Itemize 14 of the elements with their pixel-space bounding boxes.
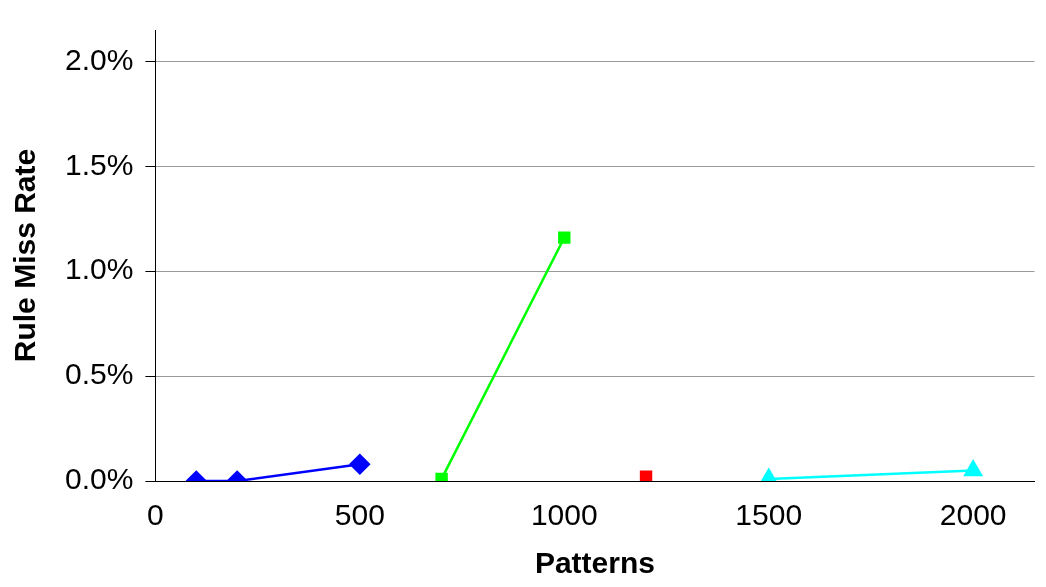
x-tick-label: 1500 <box>735 498 803 532</box>
x-tick-label: 0 <box>147 498 164 532</box>
point <box>639 470 653 481</box>
point <box>558 231 571 244</box>
y-tick-label: 2.0% <box>64 42 134 76</box>
x-tick-label: 1000 <box>530 498 598 532</box>
y-axis-title: Rule Miss Rate <box>8 148 42 363</box>
y-tick-label: 1.5% <box>64 147 134 181</box>
y-tick-label: 1.0% <box>64 252 134 286</box>
y-tick-label: 0.5% <box>64 357 134 391</box>
x-tick-label: 500 <box>334 498 385 532</box>
x-tick-label: 2000 <box>939 498 1007 532</box>
y-tick-label: 0.0% <box>64 462 134 496</box>
x-axis-title: Patterns <box>534 546 655 580</box>
